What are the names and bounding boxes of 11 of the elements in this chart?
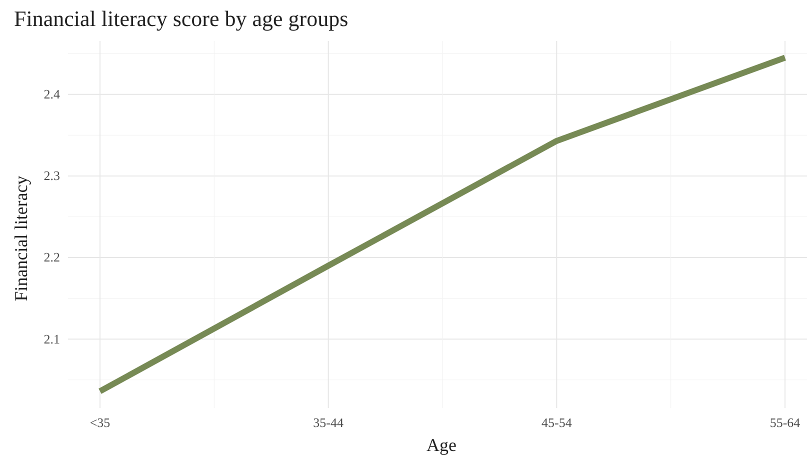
x-tick-label: 45-54 xyxy=(541,415,572,430)
y-tick-label: 2.4 xyxy=(44,86,60,102)
y-tick-label: 2.3 xyxy=(44,168,60,184)
x-axis-title: Age xyxy=(426,435,456,455)
y-tick-label: 2.2 xyxy=(44,250,60,265)
y-tick-label: 2.1 xyxy=(44,331,60,346)
x-tick-label: 55-64 xyxy=(770,415,801,430)
x-tick-label: <35 xyxy=(90,415,110,430)
x-tick-label: 35-44 xyxy=(313,415,344,430)
chart-title: Financial literacy score by age groups xyxy=(14,6,348,31)
y-axis-title: Financial literacy xyxy=(11,176,31,302)
